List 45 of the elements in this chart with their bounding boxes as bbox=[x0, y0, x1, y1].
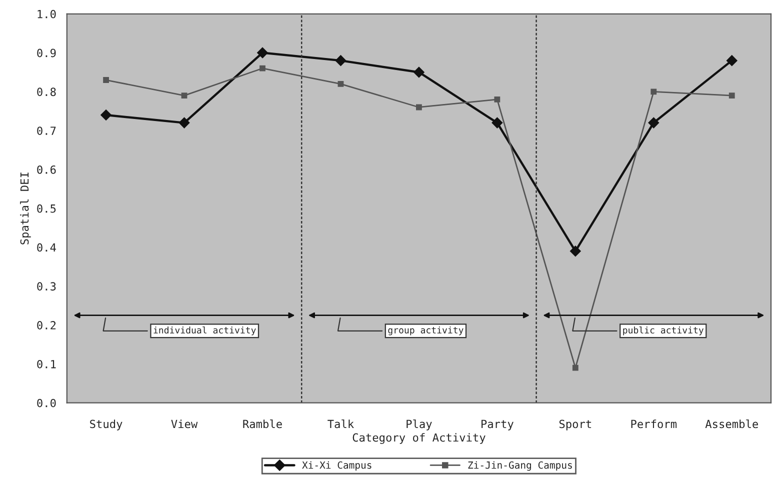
point bbox=[728, 92, 735, 99]
x-tick-label: Talk bbox=[328, 420, 354, 428]
point bbox=[338, 80, 344, 87]
y-tick-label: 0.6 bbox=[37, 165, 56, 174]
y-tick-label: 0.7 bbox=[37, 126, 56, 135]
y-tick-label: 0.4 bbox=[37, 243, 56, 252]
point bbox=[416, 104, 422, 110]
point bbox=[257, 47, 268, 58]
point bbox=[492, 117, 503, 128]
y-tick-label: 0.1 bbox=[37, 360, 56, 368]
annotation: individual activity bbox=[154, 326, 256, 336]
x-tick-label: Study bbox=[90, 420, 122, 430]
point bbox=[570, 246, 581, 257]
annotation: public activity bbox=[623, 326, 704, 336]
y-tick-label: 0.8 bbox=[37, 88, 56, 96]
point bbox=[178, 117, 190, 128]
x-tick-label: Sport bbox=[559, 420, 592, 430]
x-tick-label: Perform bbox=[631, 420, 677, 428]
point bbox=[260, 65, 266, 72]
point bbox=[650, 88, 657, 95]
legend-label: Xi-Xi Campus bbox=[302, 461, 372, 471]
point bbox=[572, 364, 578, 371]
y-axis-title: Spatial DEI bbox=[20, 172, 31, 244]
point bbox=[181, 92, 188, 99]
x-tick-label: Party bbox=[482, 420, 514, 430]
x-tick-label: Play bbox=[406, 420, 432, 430]
y-tick-label: 0.0 bbox=[37, 398, 56, 408]
x-tick-label: Ramble bbox=[243, 420, 282, 428]
x-axis-title: Category of Activity bbox=[352, 433, 486, 444]
legend-label: Zi-Jin-Gang Campus bbox=[468, 461, 572, 471]
point bbox=[100, 110, 112, 120]
y-tick-label: 1.0 bbox=[38, 10, 56, 18]
point bbox=[335, 55, 346, 66]
point bbox=[103, 77, 109, 83]
point bbox=[494, 96, 500, 102]
annotation: group activity bbox=[388, 326, 464, 336]
y-tick-label: 0.9 bbox=[37, 48, 56, 58]
point bbox=[648, 117, 660, 128]
y-tick-label: 0.5 bbox=[37, 204, 56, 213]
y-tick-label: 0.3 bbox=[37, 282, 56, 291]
x-tick-label: Assemble bbox=[705, 420, 758, 428]
y-tick-label: 0.2 bbox=[37, 321, 56, 330]
x-tick-label: View bbox=[171, 420, 198, 428]
point bbox=[726, 55, 738, 66]
point bbox=[414, 66, 424, 78]
